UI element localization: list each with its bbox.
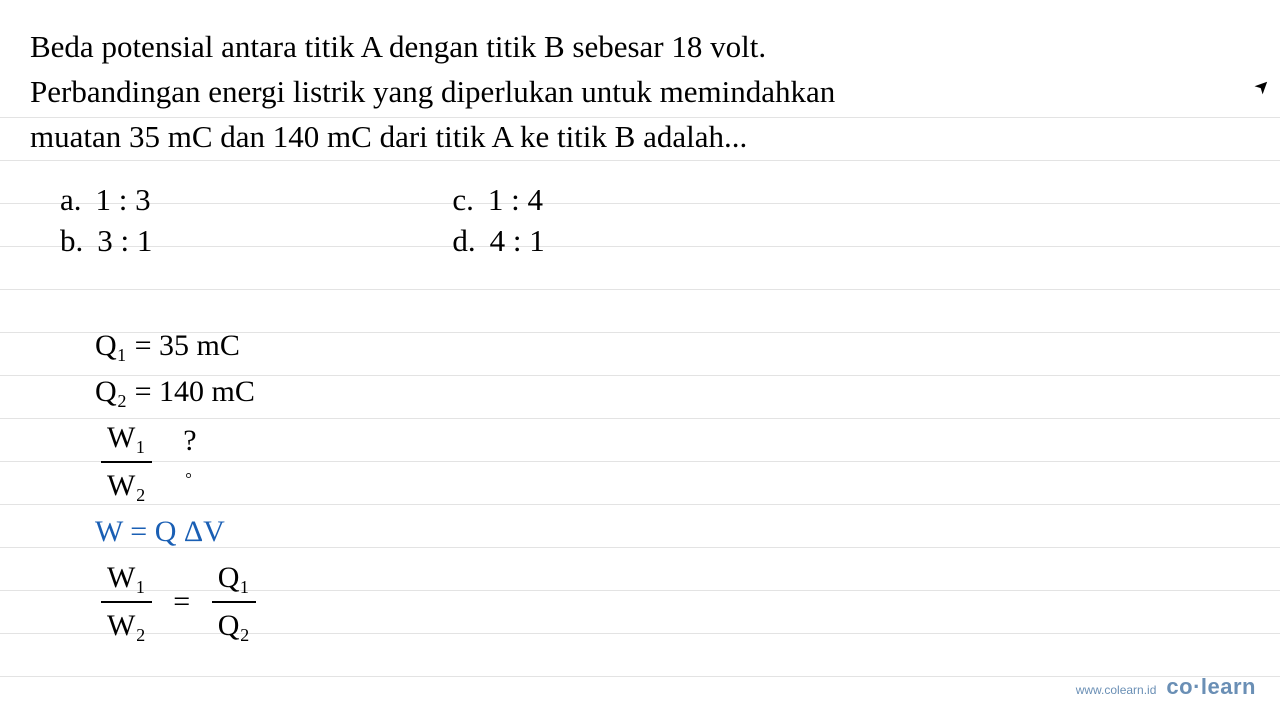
option-d: d. 4 : 1 — [452, 223, 544, 259]
option-c: c. 1 : 4 — [452, 182, 544, 218]
logo-dot: · — [1193, 674, 1201, 699]
footer: www.colearn.id co·learn — [1076, 674, 1256, 700]
fraction-w-ratio: W₁ W₂ — [101, 557, 152, 647]
cursor-icon: ➤ — [1250, 74, 1276, 100]
fraction-den: W₂ — [101, 463, 152, 507]
option-a-value: 1 : 3 — [96, 182, 151, 218]
option-b-label: b. — [60, 223, 83, 259]
logo-right: learn — [1201, 674, 1256, 699]
footer-url: www.colearn.id — [1076, 683, 1157, 697]
question-text: Beda potensial antara titik A dengan tit… — [30, 25, 850, 160]
dot-char: ° — [185, 469, 192, 488]
option-b-value: 3 : 1 — [97, 223, 152, 259]
fraction-w1-w2: W₁ W₂ — [101, 417, 152, 507]
hw-given-q2: Q₂ = 140 mC — [95, 371, 262, 413]
option-b: b. 3 : 1 — [60, 223, 152, 259]
option-a-label: a. — [60, 182, 82, 218]
fraction-den: W₂ — [101, 603, 152, 647]
fraction-num: Q₁ — [212, 557, 256, 603]
option-d-label: d. — [452, 223, 475, 259]
options-container: a. 1 : 3 b. 3 : 1 c. 1 : 4 d. 4 : 1 — [30, 182, 1250, 259]
logo-left: co — [1166, 674, 1193, 699]
fraction-q-ratio: Q₁ Q₂ — [212, 557, 256, 647]
option-c-label: c. — [452, 182, 474, 218]
hw-ratio-question: W₁ W₂ ? ° — [95, 417, 262, 507]
fraction-num: W₁ — [101, 557, 152, 603]
qmark-char: ? — [183, 424, 196, 457]
option-d-value: 4 : 1 — [490, 223, 545, 259]
hw-formula: W = Q ΔV — [95, 511, 262, 553]
fraction-num: W₁ — [101, 417, 152, 463]
equals-sign: = — [173, 585, 190, 618]
option-c-value: 1 : 4 — [488, 182, 543, 218]
option-a: a. 1 : 3 — [60, 182, 152, 218]
footer-logo: co·learn — [1166, 674, 1256, 700]
hw-ratio-equation: W₁ W₂ = Q₁ Q₂ — [95, 557, 262, 647]
question-mark-icon: ? ° — [183, 420, 196, 504]
hw-given-q1: Q₁ = 35 mC — [95, 325, 262, 367]
page: Beda potensial antara titik A dengan tit… — [0, 0, 1280, 720]
options-column-right: c. 1 : 4 d. 4 : 1 — [452, 182, 544, 259]
fraction-den: Q₂ — [212, 603, 256, 647]
options-column-left: a. 1 : 3 b. 3 : 1 — [60, 182, 152, 259]
handwriting-work: Q₁ = 35 mC Q₂ = 140 mC W₁ W₂ ? ° W = Q Δ… — [95, 325, 262, 651]
